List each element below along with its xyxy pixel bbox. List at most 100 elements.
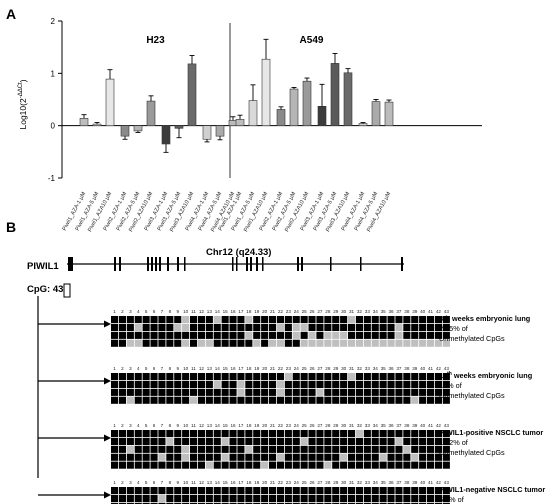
- methylated-cpg: [371, 331, 379, 339]
- methylated-cpg: [111, 445, 119, 453]
- methylated-cpg: [190, 316, 198, 324]
- methylated-cpg: [190, 487, 198, 495]
- methylated-cpg: [308, 380, 316, 388]
- methylated-cpg: [276, 316, 284, 324]
- unmethylated-cpg: [276, 380, 284, 388]
- methylated-cpg: [300, 445, 308, 453]
- cpg-site-number: 17: [238, 366, 244, 371]
- methylated-cpg: [355, 453, 363, 461]
- cpg-site-number: 5: [145, 366, 148, 371]
- bar: [371, 101, 381, 126]
- methylated-cpg: [229, 380, 237, 388]
- methylated-cpg: [174, 494, 182, 502]
- methylated-cpg: [213, 396, 221, 404]
- cpg-site-number: 3: [129, 309, 132, 314]
- unmethylated-cpg: [300, 437, 308, 445]
- cpg-site-number: 32: [357, 366, 363, 371]
- unmethylated-cpg: [190, 396, 198, 404]
- methylated-cpg: [253, 323, 261, 331]
- cpg-site-number: 36: [388, 423, 394, 428]
- methylated-cpg: [300, 430, 308, 438]
- methylated-cpg: [427, 373, 435, 381]
- methylated-cpg: [150, 461, 158, 469]
- methylated-cpg: [221, 373, 229, 381]
- methylated-cpg: [221, 430, 229, 438]
- methylated-cpg: [403, 430, 411, 438]
- methylated-cpg: [158, 331, 166, 339]
- methylated-cpg: [308, 373, 316, 381]
- methylated-cpg: [197, 494, 205, 502]
- methylated-cpg: [253, 373, 261, 381]
- unmethylated-cpg: [158, 494, 166, 502]
- methylated-cpg: [126, 437, 134, 445]
- methylated-cpg: [395, 380, 403, 388]
- methylated-cpg: [261, 494, 269, 502]
- methylated-cpg: [332, 388, 340, 396]
- cpg-site-number: 6: [153, 423, 156, 428]
- cpg-site-number: 3: [129, 366, 132, 371]
- methylated-cpg: [245, 430, 253, 438]
- methylated-cpg: [269, 453, 277, 461]
- methylated-cpg: [237, 339, 245, 347]
- methylated-cpg: [182, 388, 190, 396]
- cpg-site-number: 7: [161, 309, 164, 314]
- methylated-cpg: [371, 373, 379, 381]
- methylated-cpg: [174, 373, 182, 381]
- methylated-cpg: [237, 430, 245, 438]
- methylated-cpg: [182, 396, 190, 404]
- methylated-cpg: [245, 487, 253, 495]
- methylated-cpg: [261, 323, 269, 331]
- methylated-cpg: [387, 380, 395, 388]
- unmethylated-cpg: [253, 339, 261, 347]
- methylated-cpg: [261, 487, 269, 495]
- cpg-site-number: 43: [444, 480, 450, 485]
- cpg-site-number: 29: [333, 309, 339, 314]
- methylated-cpg: [174, 339, 182, 347]
- unmethylated-cpg: [182, 316, 190, 324]
- cpg-site-number: 24: [294, 366, 300, 371]
- methylated-cpg: [197, 323, 205, 331]
- bar: [302, 80, 312, 126]
- methylated-cpg: [134, 388, 142, 396]
- methylated-cpg: [166, 380, 174, 388]
- unmethylated-cpg: [308, 331, 316, 339]
- cpg-site-number: 5: [145, 423, 148, 428]
- methylated-cpg: [403, 331, 411, 339]
- methylated-cpg: [253, 494, 261, 502]
- unmethylated-cpg: [300, 323, 308, 331]
- cpg-site-number: 35: [381, 423, 387, 428]
- unmethylated-caption: Unmethylated CpGs: [439, 448, 505, 457]
- methylated-cpg: [237, 494, 245, 502]
- unmethylated-cpg: [158, 453, 166, 461]
- methylated-cpg: [363, 380, 371, 388]
- methylated-cpg: [205, 445, 213, 453]
- methylated-cpg: [316, 323, 324, 331]
- methylated-cpg: [403, 323, 411, 331]
- methylated-cpg: [316, 461, 324, 469]
- cpg-site-number: 15: [223, 309, 229, 314]
- methylated-cpg: [316, 331, 324, 339]
- methylated-cpg: [229, 331, 237, 339]
- methylated-cpg: [348, 502, 356, 504]
- unmethylated-cpg: [348, 339, 356, 347]
- methylated-cpg: [427, 323, 435, 331]
- methylated-cpg: [134, 494, 142, 502]
- methylated-cpg: [190, 331, 198, 339]
- cpg-site-number: 23: [286, 423, 292, 428]
- bar: [215, 125, 225, 137]
- cpg-site-number: 25: [302, 309, 308, 314]
- unmethylated-cpg: [284, 373, 292, 381]
- methylated-cpg: [292, 430, 300, 438]
- cpg-site-number: 31: [349, 480, 355, 485]
- methylated-cpg: [411, 430, 419, 438]
- methylated-cpg: [395, 453, 403, 461]
- cpg-site-number: 6: [153, 309, 156, 314]
- methylated-cpg: [427, 453, 435, 461]
- methylated-cpg: [237, 502, 245, 504]
- methylated-cpg: [158, 445, 166, 453]
- cpg-site-number: 34: [373, 309, 379, 314]
- methylated-cpg: [355, 331, 363, 339]
- methylated-cpg: [134, 396, 142, 404]
- methylated-cpg: [316, 437, 324, 445]
- methylated-cpg: [118, 487, 126, 495]
